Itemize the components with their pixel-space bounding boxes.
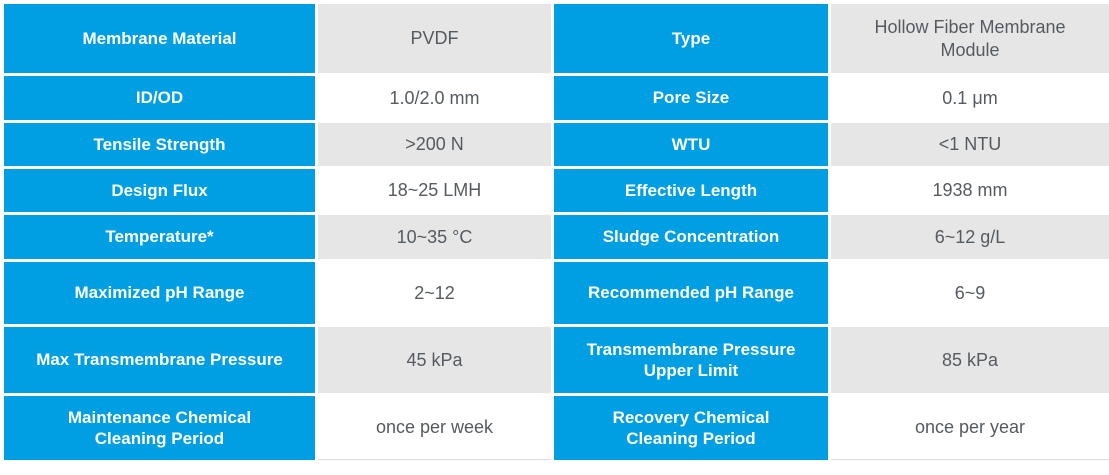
spec-value-tensile-strength: >200 N (318, 123, 551, 166)
spec-value-temperature: 10~35 °C (318, 215, 551, 259)
spec-value-pore-size: 0.1 μm (831, 76, 1109, 120)
spec-value-id-od: 1.0/2.0 mm (318, 76, 551, 120)
spec-value-transmembrane-pressure-upper-limit: 85 kPa (831, 327, 1109, 393)
spec-label-tensile-strength: Tensile Strength (4, 123, 315, 166)
spec-value-recommended-ph-range: 6~9 (831, 262, 1109, 324)
spec-label-max-transmembrane-pressure: Max Transmembrane Pressure (4, 327, 315, 393)
spec-value-recovery-chemical-cleaning-period: once per year (831, 396, 1109, 460)
spec-label-maximized-ph-range: Maximized pH Range (4, 262, 315, 324)
spec-value-type: Hollow Fiber Membrane Module (831, 4, 1109, 73)
spec-table: Membrane Material PVDF Type Hollow Fiber… (4, 4, 1109, 460)
spec-value-effective-length: 1938 mm (831, 169, 1109, 212)
spec-value-membrane-material: PVDF (318, 4, 551, 73)
spec-value-maximized-ph-range: 2~12 (318, 262, 551, 324)
spec-label-wtu: WTU (554, 123, 828, 166)
spec-value-design-flux: 18~25 LMH (318, 169, 551, 212)
spec-label-recommended-ph-range: Recommended pH Range (554, 262, 828, 324)
spec-label-type: Type (554, 4, 828, 73)
spec-label-sludge-concentration: Sludge Concentration (554, 215, 828, 259)
spec-label-transmembrane-pressure-upper-limit: Transmembrane Pressure Upper Limit (554, 327, 828, 393)
spec-label-design-flux: Design Flux (4, 169, 315, 212)
spec-value-sludge-concentration: 6~12 g/L (831, 215, 1109, 259)
spec-label-temperature: Temperature* (4, 215, 315, 259)
spec-label-maintenance-chemical-cleaning-period: Maintenance Chemical Cleaning Period (4, 396, 315, 460)
spec-label-pore-size: Pore Size (554, 76, 828, 120)
spec-label-effective-length: Effective Length (554, 169, 828, 212)
spec-label-id-od: ID/OD (4, 76, 315, 120)
spec-label-membrane-material: Membrane Material (4, 4, 315, 73)
spec-value-maintenance-chemical-cleaning-period: once per week (318, 396, 551, 460)
spec-value-max-transmembrane-pressure: 45 kPa (318, 327, 551, 393)
spec-label-recovery-chemical-cleaning-period: Recovery Chemical Cleaning Period (554, 396, 828, 460)
spec-value-wtu: <1 NTU (831, 123, 1109, 166)
